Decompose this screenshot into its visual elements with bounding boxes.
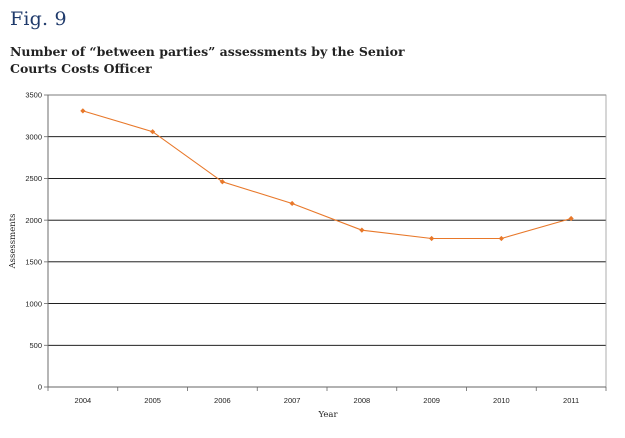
plot-area-border — [47, 94, 607, 388]
data-point — [429, 235, 435, 242]
y-tick-label: 3000 — [25, 132, 42, 141]
x-tick-label: 2008 — [354, 396, 371, 405]
x-tick-label: 2011 — [563, 396, 579, 405]
series-line-0 — [82, 110, 572, 240]
y-tick-labels: 0 500 1000 1500 2000 2500 3000 3500 — [25, 91, 42, 392]
data-point — [289, 200, 295, 207]
data-point — [568, 215, 574, 222]
data-point — [80, 108, 86, 114]
gridlines — [48, 94, 606, 346]
y-axis-title: Assessments — [8, 214, 18, 270]
x-tick-label: 2009 — [423, 396, 440, 405]
axes — [44, 94, 607, 391]
x-tick-labels: 2004 2005 2006 2007 2008 2009 2010 2011 — [75, 396, 580, 405]
data-point — [498, 235, 504, 242]
data-point — [359, 227, 365, 233]
chart-title: Number of “between parties” assessments … — [10, 44, 405, 76]
x-tick-label: 2006 — [214, 396, 231, 405]
x-axis-title: Year — [317, 410, 338, 420]
y-tick-label: 3500 — [25, 91, 42, 100]
x-tick-label: 2007 — [284, 396, 301, 405]
x-tick-label: 2010 — [493, 396, 510, 405]
data-point — [219, 179, 225, 185]
y-tick-label: 500 — [29, 341, 42, 350]
data-point — [150, 129, 156, 135]
y-tick-label: 1000 — [25, 299, 42, 308]
x-tick-label: 2005 — [144, 396, 161, 405]
x-tick-label: 2004 — [75, 396, 92, 405]
y-tick-label: 1500 — [25, 258, 42, 267]
figure-label: Fig. 9 — [10, 8, 67, 30]
y-tick-label: 0 — [38, 383, 42, 392]
data-points — [80, 108, 574, 242]
y-tick-label: 2500 — [25, 174, 42, 183]
series-line — [82, 110, 572, 240]
y-tick-label: 2000 — [25, 216, 42, 225]
